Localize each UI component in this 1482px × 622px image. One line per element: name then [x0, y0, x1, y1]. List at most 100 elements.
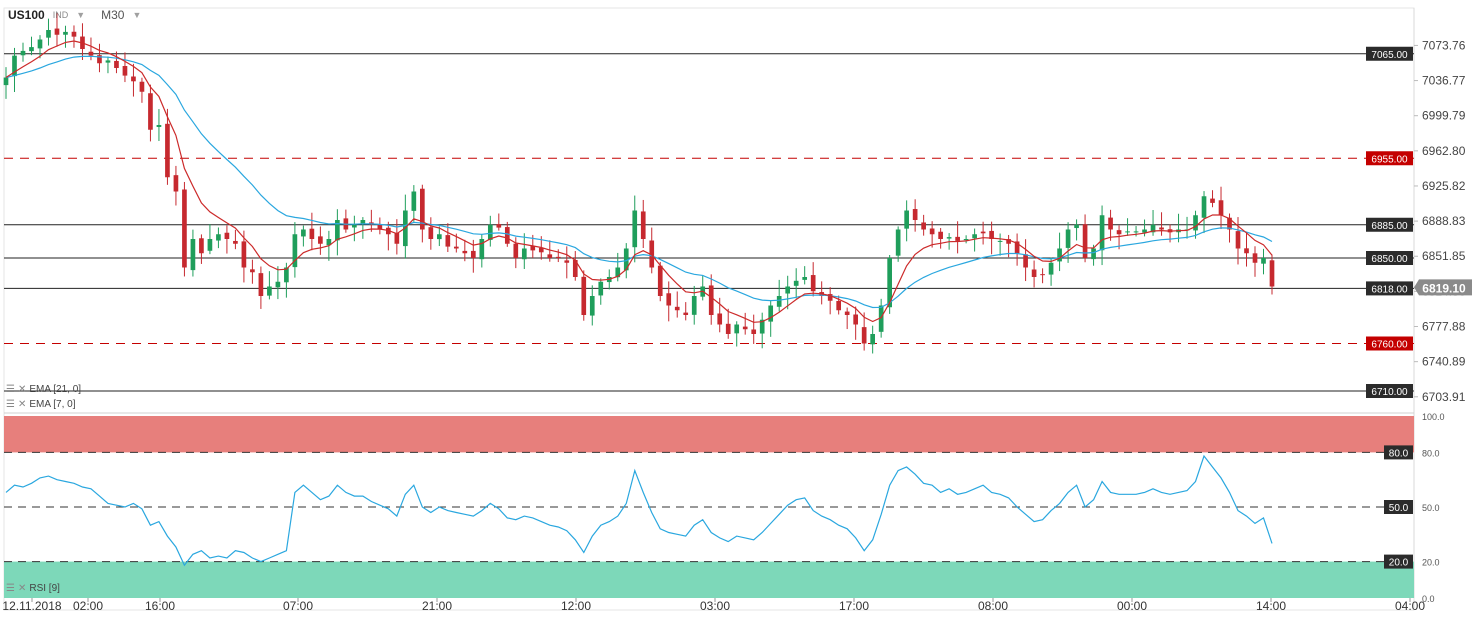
- candle-body: [1091, 248, 1096, 260]
- indicator-label: EMA [7, 0]: [29, 399, 76, 410]
- candle-body: [207, 239, 213, 251]
- candle-body: [1142, 229, 1147, 233]
- candle-body: [1125, 231, 1130, 233]
- close-icon[interactable]: ✕: [17, 384, 27, 395]
- candle-body: [165, 123, 170, 178]
- candle-body: [997, 240, 1003, 242]
- candle-body: [1023, 254, 1028, 268]
- price-tick-label: 6740.89: [1422, 355, 1466, 369]
- price-tick-label: 6777.88: [1422, 320, 1466, 334]
- price-tick-label: 6703.91: [1422, 390, 1466, 404]
- candle-body: [394, 232, 400, 244]
- candle-body: [615, 267, 621, 278]
- indicator-ema7[interactable]: ☰ ✕ EMA [7, 0]: [6, 399, 76, 410]
- candle-body: [1065, 229, 1071, 248]
- settings-list-icon[interactable]: ☰: [6, 384, 15, 395]
- time-tick-label: 12.11.2018: [2, 599, 61, 613]
- candle-body: [411, 191, 417, 211]
- candle-body: [929, 228, 935, 235]
- candle-body: [742, 326, 748, 330]
- candle-body: [292, 234, 298, 268]
- candle-body: [708, 285, 714, 315]
- price-level-tag-label: 6818.00: [1371, 284, 1408, 295]
- candle-body: [216, 234, 221, 241]
- candle-body: [29, 47, 34, 52]
- rsi-level-tag-label: 50.0: [1389, 503, 1409, 514]
- time-tick-label: 08:00: [978, 599, 1008, 613]
- price-tick-label: 6925.82: [1422, 179, 1466, 193]
- time-tick-label: 02:00: [73, 599, 103, 613]
- candle-body: [844, 311, 850, 315]
- candle-body: [521, 248, 527, 260]
- candle-body: [623, 248, 629, 271]
- candle-body: [768, 305, 774, 322]
- candle-body: [1082, 224, 1088, 258]
- candle-body: [37, 39, 43, 49]
- ema-21-line: [5, 55, 1273, 309]
- candle-body: [1201, 196, 1207, 218]
- candle-body: [912, 209, 918, 220]
- candle-body: [657, 265, 663, 296]
- candle-body: [878, 305, 884, 332]
- price-level-tag: [1366, 251, 1413, 265]
- candle-body: [691, 296, 697, 315]
- indicator-ema21[interactable]: ☰ ✕ EMA [21, 0]: [6, 384, 81, 395]
- price-tick-label: 6962.80: [1422, 144, 1466, 158]
- symbol-label[interactable]: US100: [8, 8, 45, 22]
- time-tick-label: 04:00: [1395, 599, 1425, 613]
- settings-list-icon[interactable]: ☰: [6, 583, 15, 594]
- time-tick-label: 16:00: [145, 599, 175, 613]
- candle-body: [530, 245, 536, 251]
- candle-body: [453, 246, 459, 249]
- timeframe-label[interactable]: M30: [101, 8, 125, 22]
- symbol-dropdown-icon[interactable]: ▼: [76, 10, 86, 20]
- candle-body: [904, 210, 909, 229]
- candle-body: [921, 222, 926, 230]
- close-icon[interactable]: ✕: [17, 399, 27, 410]
- time-tick-label: 12:00: [561, 599, 591, 613]
- rsi-level-tag: [1384, 500, 1413, 514]
- candle-body: [1074, 224, 1079, 229]
- candle-body: [436, 234, 442, 240]
- candle-body: [54, 28, 60, 35]
- close-icon[interactable]: ✕: [17, 583, 27, 594]
- candle-body: [233, 240, 238, 244]
- candle-body: [114, 60, 119, 68]
- price-tick-label: 7036.77: [1422, 74, 1466, 88]
- time-tick-label: 21:00: [422, 599, 452, 613]
- indicator-label: EMA [21, 0]: [29, 384, 82, 395]
- rsi-tick-label: 0.0: [1422, 594, 1435, 604]
- timeframe-dropdown-icon[interactable]: ▼: [132, 10, 142, 20]
- candle-body: [1252, 253, 1258, 263]
- candle-body: [309, 228, 315, 239]
- candle-body: [250, 269, 255, 273]
- candle-body: [1031, 269, 1037, 277]
- price-level-tag: [1366, 281, 1413, 296]
- candle-body: [182, 189, 187, 268]
- candle-body: [241, 241, 247, 268]
- candle-body: [938, 231, 943, 239]
- price-tick-label: 6888.83: [1422, 214, 1466, 228]
- candle-body: [301, 229, 306, 237]
- settings-list-icon[interactable]: ☰: [6, 399, 15, 410]
- candle-body: [46, 30, 51, 38]
- candle-body: [989, 230, 994, 239]
- candle-body: [598, 281, 604, 296]
- candle-body: [555, 256, 561, 258]
- indicator-rsi[interactable]: ☰ ✕ RSI [9]: [6, 583, 60, 594]
- candle-body: [1116, 230, 1122, 235]
- indicator-label: RSI [9]: [29, 583, 60, 594]
- candle-body: [131, 76, 136, 82]
- rsi-level-tag: [1384, 445, 1413, 460]
- candle-body: [335, 220, 340, 241]
- price-level-tag: [1366, 384, 1413, 398]
- price-level-tag-label: 6760.00: [1371, 340, 1408, 351]
- candle-body: [717, 313, 723, 325]
- candle-body: [97, 55, 102, 64]
- candle-body: [1193, 215, 1198, 231]
- candle-body: [649, 240, 655, 268]
- candle-body: [725, 323, 731, 334]
- candle-body: [20, 50, 26, 56]
- candle-body: [156, 125, 162, 127]
